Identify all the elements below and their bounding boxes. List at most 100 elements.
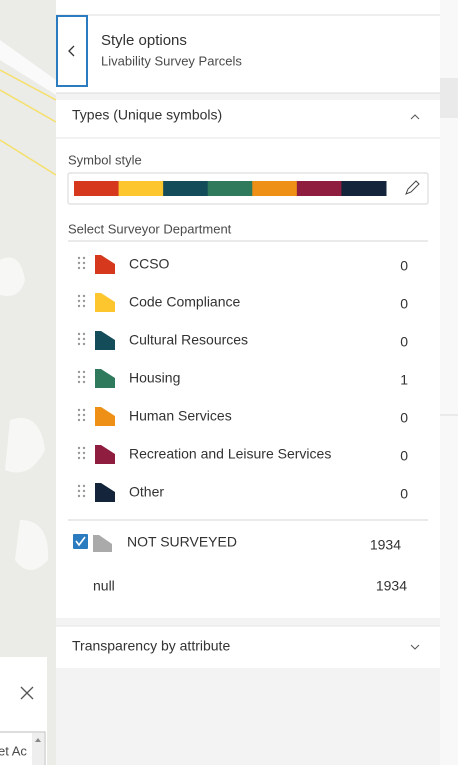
drag-dot	[82, 332, 86, 336]
category-count: 0	[400, 410, 408, 426]
drag-dot	[82, 342, 86, 346]
drag-dot	[82, 375, 86, 379]
ramp-color	[341, 181, 387, 196]
field-label: Select Surveyor Department	[68, 221, 232, 236]
symbol-swatch	[95, 255, 115, 274]
drag-dot	[77, 408, 81, 412]
drag-dot	[77, 337, 81, 341]
drag-dot	[82, 266, 86, 270]
check-mark	[75, 536, 86, 547]
category-label: Cultural Resources	[129, 332, 248, 348]
transparency-section[interactable]	[56, 626, 440, 668]
scrollbar	[32, 733, 44, 765]
close-icon[interactable]	[20, 686, 34, 700]
drag-dot	[77, 489, 81, 493]
category-label: Human Services	[129, 408, 232, 424]
null-count: 1934	[376, 578, 407, 594]
drag-dot	[82, 408, 86, 412]
category-label: Code Compliance	[129, 294, 240, 310]
drag-dot	[82, 304, 86, 308]
other-count: 1934	[370, 537, 401, 553]
drag-dot	[77, 380, 81, 384]
drag-dot	[82, 451, 86, 455]
map-road	[0, 69, 57, 176]
map-feature	[0, 257, 49, 570]
drag-dot	[77, 494, 81, 498]
panel-header	[56, 15, 440, 93]
drag-dot	[82, 418, 86, 422]
drag-dot	[77, 299, 81, 303]
drag-dot	[82, 261, 86, 265]
ramp-color	[118, 181, 164, 196]
null-label: null	[93, 578, 115, 594]
ramp-color	[163, 181, 209, 196]
drag-dot	[82, 370, 86, 374]
category-count: 0	[400, 296, 408, 312]
back-button[interactable]	[56, 15, 88, 87]
drag-dot	[77, 304, 81, 308]
ramp-color	[252, 181, 298, 196]
symbol-swatch	[95, 483, 115, 502]
drag-dot	[82, 456, 86, 460]
category-count: 0	[400, 486, 408, 502]
scroll-arrow[interactable]	[35, 738, 41, 742]
symbol-swatch	[95, 293, 115, 312]
drag-dot	[77, 456, 81, 460]
drag-dot	[82, 294, 86, 298]
expand-icon[interactable]	[410, 644, 420, 650]
symbol-swatch	[95, 445, 115, 464]
input-text: et Ac	[0, 743, 27, 758]
symbol-style-label: Symbol style	[68, 152, 142, 167]
drag-dot	[77, 261, 81, 265]
drag-dot	[77, 266, 81, 270]
ramp-color	[296, 181, 342, 196]
drag-dot	[82, 446, 86, 450]
side-panel	[440, 0, 458, 765]
category-label: Recreation and Leisure Services	[129, 446, 331, 462]
ramp-color	[74, 181, 120, 196]
category-count: 0	[400, 258, 408, 274]
drag-dot	[82, 256, 86, 260]
drag-dot	[82, 380, 86, 384]
drag-dot	[77, 375, 81, 379]
drag-dot	[82, 413, 86, 417]
other-label: NOT SURVEYED	[127, 534, 237, 550]
category-label: Other	[129, 484, 164, 500]
symbol-swatch	[95, 331, 115, 350]
category-label: CCSO	[129, 256, 170, 272]
back-icon	[68, 45, 75, 57]
header-subtitle: Livability Survey Parcels	[101, 53, 242, 68]
drag-dot	[77, 413, 81, 417]
drag-dot	[77, 446, 81, 450]
edit-icon[interactable]	[405, 180, 420, 195]
drag-dot	[82, 489, 86, 493]
header-title: Style options	[101, 32, 187, 49]
drag-dot	[77, 418, 81, 422]
ramp-color	[207, 181, 253, 196]
side-tab	[440, 78, 458, 118]
drag-dot	[82, 484, 86, 488]
drag-dot	[77, 342, 81, 346]
transparency-title[interactable]: Transparency by attribute	[72, 638, 230, 654]
section-title[interactable]: Types (Unique symbols)	[72, 107, 222, 123]
category-count: 1	[400, 372, 408, 388]
drag-dot	[82, 337, 86, 341]
collapse-icon[interactable]	[410, 114, 420, 120]
drag-dot	[77, 484, 81, 488]
symbol-swatch	[93, 535, 112, 552]
map-road	[0, 40, 56, 95]
drag-dot	[77, 332, 81, 336]
drag-dot	[82, 494, 86, 498]
drag-dot	[77, 294, 81, 298]
drag-dot	[77, 451, 81, 455]
drag-dot	[82, 299, 86, 303]
checkbox[interactable]	[73, 534, 88, 549]
category-count: 0	[400, 334, 408, 350]
map	[0, 0, 56, 765]
drag-dot	[77, 370, 81, 374]
category-label: Housing	[129, 370, 180, 386]
symbol-swatch	[95, 369, 115, 388]
category-count: 0	[400, 448, 408, 464]
symbol-swatch	[95, 407, 115, 426]
